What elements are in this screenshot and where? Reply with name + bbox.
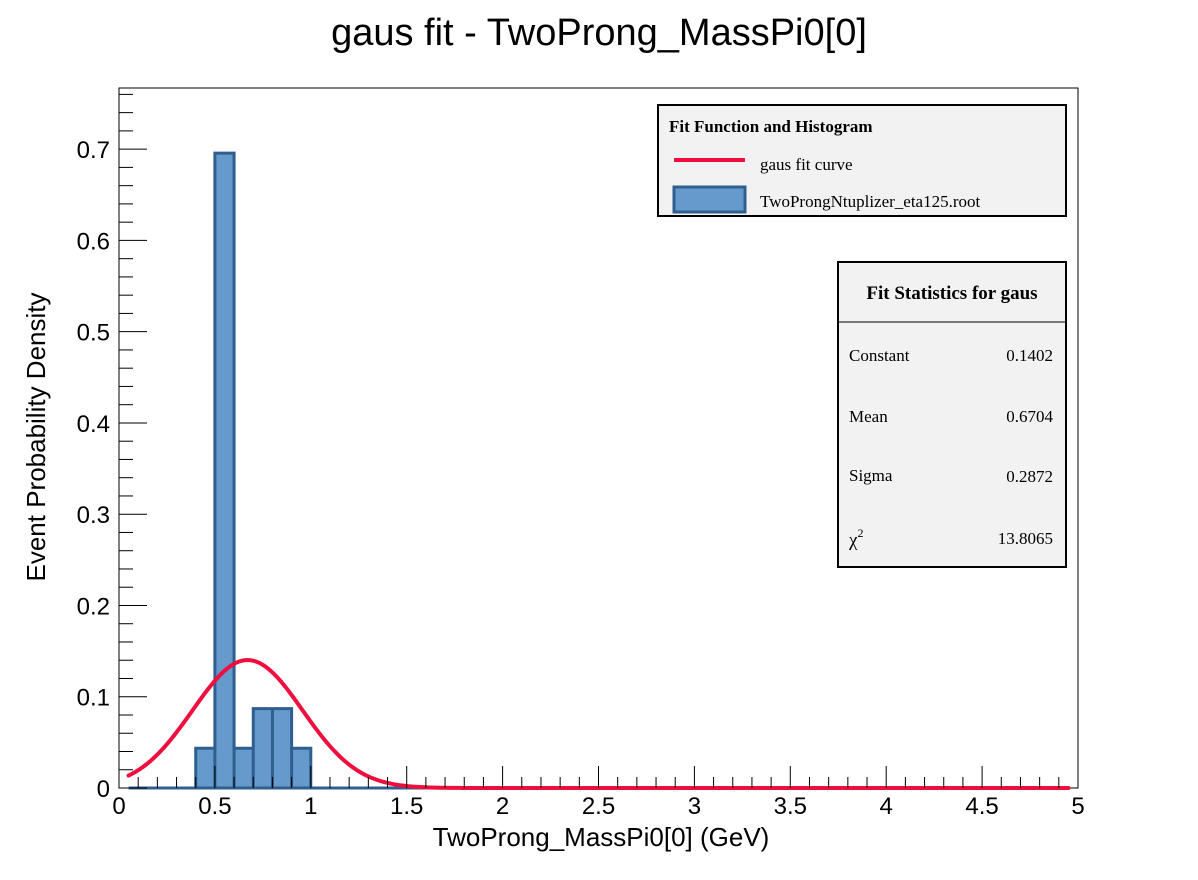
y-tick-label: 0.1: [77, 685, 110, 712]
x-tick-label: 0: [112, 793, 125, 820]
legend-title: Fit Function and Histogram: [669, 117, 873, 136]
x-tick-label: 1: [304, 793, 317, 820]
legend-fit-label: gaus fit curve: [760, 155, 853, 174]
y-tick-label: 0.7: [77, 137, 110, 164]
x-axis: 0 0.5 1 1.5 2 2.5 3 3.5 4 4.5 5: [112, 766, 1085, 820]
fit-stats-box: Fit Statistics for gaus Constant 0.1402 …: [837, 261, 1067, 568]
x-tick-label: 4: [880, 793, 893, 820]
legend: Fit Function and Histogram gaus fit curv…: [657, 104, 1067, 217]
y-tick-label: 0.5: [77, 320, 110, 347]
y-tick-label: 0.4: [77, 411, 110, 438]
y-tick-label: 0.2: [77, 593, 110, 620]
y-axis: 0 0.1 0.2 0.3 0.4 0.5 0.6 0.7: [77, 93, 147, 803]
stats-label-chi: χ: [848, 530, 858, 551]
histogram-bar-4: [272, 708, 292, 788]
x-tick-label: 3: [688, 793, 701, 820]
stats-label-constant: Constant: [849, 346, 910, 365]
histogram-bar-1: [214, 153, 235, 788]
x-tick-label: 5: [1071, 793, 1084, 820]
x-tick-label: 2: [496, 793, 509, 820]
x-tick-label: 0.5: [198, 793, 231, 820]
stats-frame: [837, 261, 1067, 568]
stats-value-chi2: 13.8065: [998, 529, 1053, 548]
chart-title: gaus fit - TwoProng_MassPi0[0]: [331, 12, 867, 54]
stats-value-mean: 0.6704: [1006, 407, 1053, 426]
legend-histogram-label: TwoProngNtuplizer_eta125.root: [760, 192, 981, 211]
y-tick-label: 0: [97, 776, 110, 803]
histogram-bar-5: [291, 748, 311, 788]
y-tick-label: 0.3: [77, 502, 110, 529]
histogram-bar-2: [234, 748, 254, 788]
y-tick-label: 0.6: [77, 228, 110, 255]
y-axis-label: Event Probability Density: [21, 292, 51, 581]
stats-value-constant: 0.1402: [1006, 346, 1053, 365]
x-axis-label: TwoProng_MassPi0[0] (GeV): [433, 822, 770, 852]
stats-value-sigma: 0.2872: [1006, 467, 1053, 486]
x-tick-label: 4.5: [965, 793, 998, 820]
stats-label-chi-sup: 2: [857, 526, 863, 540]
x-tick-label: 1.5: [390, 793, 423, 820]
stats-title: Fit Statistics for gaus: [866, 283, 1037, 304]
histogram-bar-0: [195, 748, 215, 788]
histogram-bar-3: [253, 708, 273, 788]
stats-label-sigma: Sigma: [849, 466, 893, 485]
stats-label-chi2: χ2: [848, 526, 863, 551]
stats-label-mean: Mean: [849, 407, 888, 426]
x-tick-label: 2.5: [582, 793, 615, 820]
legend-histogram-swatch: [672, 185, 747, 214]
histogram-outline: [194, 151, 313, 788]
x-tick-label: 3.5: [774, 793, 807, 820]
